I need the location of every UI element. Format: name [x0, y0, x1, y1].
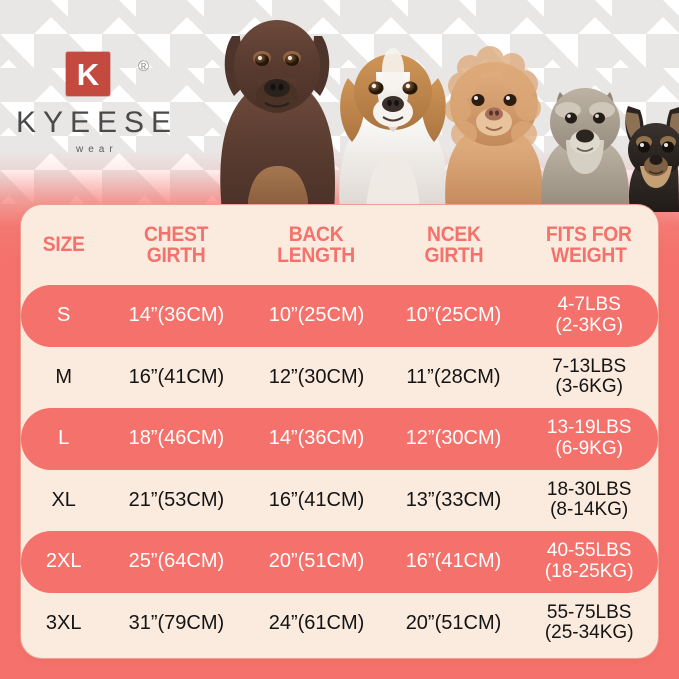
size-row-3xl[interactable]: 3XL 31”(79CM) 24”(61CM) 20”(51CM) 55-75LBS (2… — [21, 593, 658, 655]
cell-back-length: 10”(25CM) — [246, 285, 387, 347]
registered-trademark-icon: ® — [138, 58, 150, 75]
column-header-fits-for-weight: FITS FOR WEIGHT — [526, 205, 653, 285]
weight-kg: (18-25KG) — [544, 560, 634, 582]
column-header-chest-girth: CHEST GIRTH — [112, 205, 241, 285]
cell-back-length: 14”(36CM) — [246, 408, 387, 470]
logo-k-letter: K — [76, 56, 100, 92]
cell-fits-for-weight: 7-13LBS (3-6KG) — [520, 347, 658, 409]
column-header-neck-line2: GIRTH — [424, 244, 483, 267]
column-header-size: SIZE — [24, 205, 103, 285]
cell-fits-for-weight: 13-19LBS (6-9KG) — [520, 408, 658, 470]
cell-fits-for-weight: 40-55LBS (18-25KG) — [520, 531, 658, 593]
brand-name: KYEESE — [16, 106, 179, 139]
header-row: SIZE CHEST GIRTH BACK LENGTH NCEK GIRTH — [21, 205, 658, 285]
size-row-2xl[interactable]: 2XL 25”(64CM) 20”(51CM) 16”(41CM) 40-55LBS (1… — [21, 531, 658, 593]
dog-beagle — [339, 48, 447, 212]
weight-kg: (2-3KG) — [555, 314, 623, 336]
cell-size: L — [21, 408, 107, 470]
cell-fits-for-weight: 55-75LBS (25-34KG) — [520, 593, 658, 655]
cell-back-length: 12”(30CM) — [268, 365, 365, 388]
brand-tagline: wear — [76, 144, 118, 155]
dog-poodle — [445, 46, 543, 212]
column-header-size-line1: SIZE — [42, 233, 85, 257]
weight-lbs: 7-13LBS — [552, 355, 627, 377]
cell-neck-girth: 10”(25CM) — [386, 285, 521, 347]
size-chart-table: SIZE CHEST GIRTH BACK LENGTH NCEK GIRTH — [21, 205, 658, 654]
cell-chest-girth: 31”(79CM) — [128, 611, 225, 634]
weight-kg: (6-9KG) — [555, 437, 623, 459]
column-header-back-length: BACK LENGTH — [252, 205, 381, 285]
column-header-back-line2: LENGTH — [277, 244, 356, 267]
size-chart-body: S 14”(36CM) 10”(25CM) 10”(25CM) 4-7LBS (2-3KG… — [21, 285, 658, 654]
cell-back-length: 16”(41CM) — [268, 488, 365, 511]
cell-chest-girth: 18”(46CM) — [106, 408, 247, 470]
cell-neck-girth: 12”(30CM) — [386, 408, 521, 470]
size-row-xl[interactable]: XL 21”(53CM) 16”(41CM) 13”(33CM) 18-30LBS (8-… — [21, 470, 658, 532]
weight-lbs: 40-55LBS — [546, 540, 632, 562]
logo-mark-row: K ® — [14, 52, 194, 100]
cell-size: XL — [51, 488, 76, 511]
cell-size: S — [21, 285, 107, 347]
weight-lbs: 55-75LBS — [546, 601, 632, 623]
cell-fits-for-weight: 18-30LBS (8-14KG) — [520, 470, 658, 532]
cell-chest-girth: 14”(36CM) — [106, 285, 247, 347]
weight-kg: (8-14KG) — [550, 499, 629, 521]
cell-back-length: 24”(61CM) — [268, 611, 365, 634]
cell-neck-girth: 11”(28CM) — [406, 365, 501, 388]
dog-doberman — [220, 20, 335, 212]
cell-chest-girth: 21”(53CM) — [128, 488, 225, 511]
size-row-s[interactable]: S 14”(36CM) 10”(25CM) 10”(25CM) 4-7LBS (2-3KG… — [21, 285, 658, 347]
column-header-chest-line2: GIRTH — [147, 244, 206, 267]
cell-chest-girth: 16”(41CM) — [128, 365, 225, 388]
cell-neck-girth: 16”(41CM) — [386, 531, 521, 593]
column-header-weight-line1: FITS FOR — [546, 222, 633, 246]
cell-neck-girth: 13”(33CM) — [405, 488, 502, 511]
logo-k-mark-icon: K — [66, 52, 110, 96]
size-row-l[interactable]: L 18”(46CM) 14”(36CM) 12”(30CM) 13-19LBS (6-9… — [21, 408, 658, 470]
size-chart-header: SIZE CHEST GIRTH BACK LENGTH NCEK GIRTH — [21, 205, 658, 285]
dog-photo-strip — [220, 20, 679, 212]
dog-chihuahua — [625, 106, 679, 212]
column-header-chest-line1: CHEST — [144, 222, 209, 246]
column-header-neck-girth: NCEK GIRTH — [392, 205, 515, 285]
weight-kg: (25-34KG) — [544, 622, 634, 644]
column-header-weight-line2: WEIGHT — [551, 244, 627, 267]
cell-size: 3XL — [45, 611, 82, 634]
dog-schnauzer — [541, 88, 629, 212]
size-row-m[interactable]: M 16”(41CM) 12”(30CM) 11”(28CM) 7-13LBS (3-6K… — [21, 347, 658, 409]
weight-lbs: 13-19LBS — [546, 417, 632, 439]
cell-size: M — [55, 365, 72, 388]
cell-fits-for-weight: 4-7LBS (2-3KG) — [520, 285, 658, 347]
weight-lbs: 18-30LBS — [546, 478, 632, 500]
brand-logo: K ® KYEESE wear — [14, 52, 194, 155]
column-header-neck-line1: NCEK — [426, 222, 481, 246]
cell-chest-girth: 25”(64CM) — [106, 531, 247, 593]
column-header-back-line1: BACK — [289, 222, 344, 246]
cell-size: 2XL — [21, 531, 107, 593]
cell-back-length: 20”(51CM) — [246, 531, 387, 593]
size-chart-card: SIZE CHEST GIRTH BACK LENGTH NCEK GIRTH — [20, 204, 659, 659]
weight-kg: (3-6KG) — [555, 376, 623, 398]
cell-neck-girth: 20”(51CM) — [405, 611, 502, 634]
weight-lbs: 4-7LBS — [557, 294, 621, 316]
